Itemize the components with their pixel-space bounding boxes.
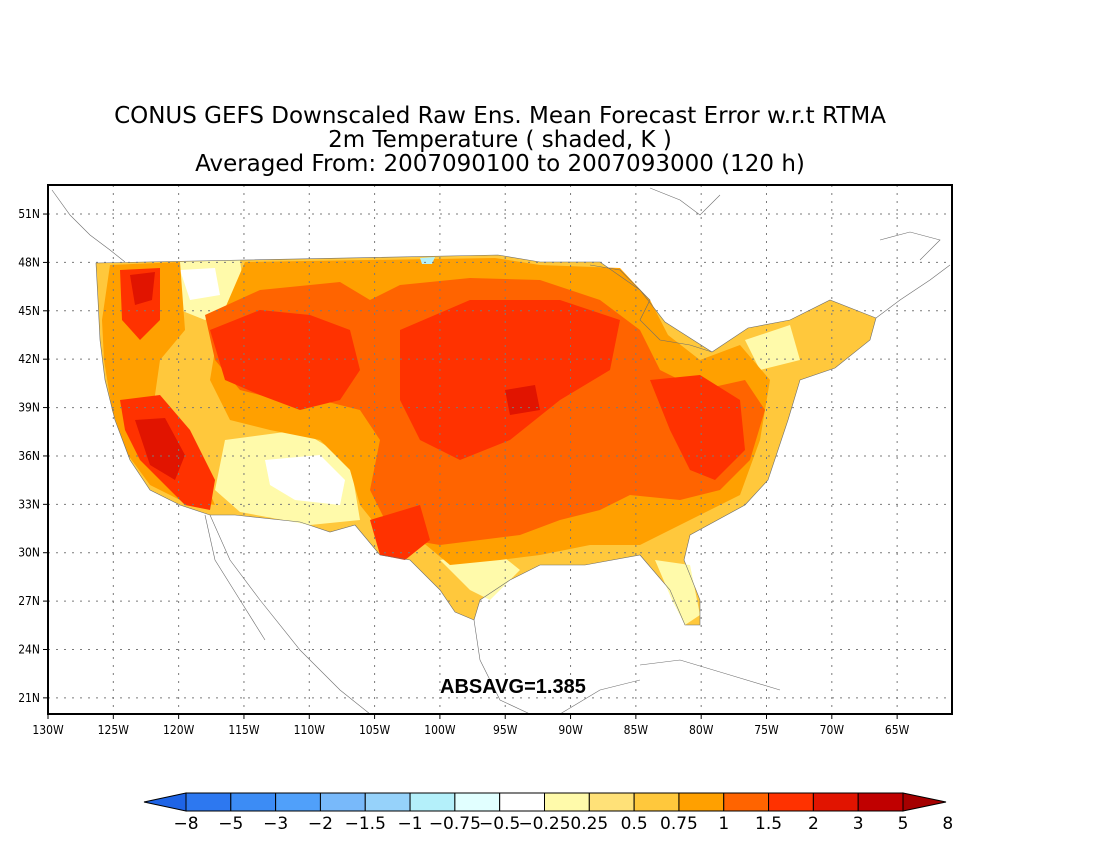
lat-tick-label: 39N — [18, 401, 40, 415]
title-line-1: CONUS GEFS Downscaled Raw Ens. Mean Fore… — [114, 103, 886, 129]
lat-tick-label: 27N — [18, 594, 40, 608]
latitude-labels: 51N 48N 45N 42N 39N 36N 33N 30N 27N 24N 21N — [18, 207, 40, 705]
lon-tick-label: 65W — [885, 723, 910, 737]
colorbar-box — [185, 792, 232, 812]
lat-tick-label: 21N — [18, 691, 40, 705]
lon-tick-label: 120W — [163, 723, 195, 737]
white-southwest — [265, 455, 345, 505]
lon-tick-label: 75W — [754, 723, 779, 737]
title-line-2: 2m Temperature ( shaded, K ) — [328, 127, 672, 153]
longitude-labels: 130W 125W 120W 115W 110W 105W 100W 95W 90W 85W 80W… — [32, 723, 909, 737]
baja-peninsula — [204, 514, 266, 641]
colorbar-box — [678, 792, 725, 812]
nearzero-newengland — [745, 325, 800, 370]
light-blue-speck-1 — [420, 257, 435, 264]
canada-west-coast — [51, 189, 126, 263]
colorbar-label: −3 — [263, 814, 288, 834]
yucatan — [559, 679, 641, 714]
colorbar-box — [230, 792, 277, 812]
colorbar-label: 8 — [942, 814, 953, 834]
great-lakes — [589, 264, 713, 353]
colorbar-label: 0.5 — [621, 814, 648, 834]
colorbar-label: 1 — [718, 814, 729, 834]
mexico-gulf-coast — [473, 619, 531, 714]
colorbar-label: 2 — [808, 814, 819, 834]
colorbar-box — [588, 792, 635, 812]
colorbar-box — [454, 792, 501, 812]
colorbar — [143, 792, 947, 812]
colorbar-box — [768, 792, 814, 812]
lon-tick-label: 110W — [294, 723, 326, 737]
lat-tick-label: 36N — [18, 449, 40, 463]
title-line-3: Averaged From: 2007090100 to 2007093000 … — [195, 151, 805, 177]
mexico-west-coast — [209, 514, 371, 714]
deepred-central-california — [135, 418, 185, 480]
deepred-washington — [130, 272, 155, 305]
coastlines — [51, 187, 951, 714]
colorbar-label: −8 — [173, 814, 198, 834]
colorbar-label: −5 — [218, 814, 243, 834]
lon-tick-label: 115W — [228, 723, 260, 737]
lat-tick-label: 45N — [18, 304, 40, 318]
red-texas — [370, 505, 430, 560]
lon-tick-label: 130W — [32, 723, 64, 737]
red-northern-rockies — [210, 310, 360, 410]
lat-tick-label: 33N — [18, 497, 40, 511]
colorbar-label: 0.75 — [660, 814, 698, 834]
colorbar-label: −2 — [308, 814, 333, 834]
hudson-region — [649, 187, 721, 216]
lon-tick-label: 90W — [558, 723, 583, 737]
grid-lines — [48, 185, 952, 714]
lon-tick-label: 125W — [98, 723, 130, 737]
cuba — [639, 659, 781, 691]
absavg-label: ABSAVG=1.385 — [440, 676, 586, 698]
red-ohio-valley — [650, 375, 745, 480]
white-northwest — [180, 268, 220, 300]
colorbar-label: 1.5 — [755, 814, 782, 834]
map-frame — [47, 184, 953, 715]
shaded-error-field — [96, 255, 876, 625]
colorbar-box — [633, 792, 680, 812]
lat-tick-label: 48N — [18, 255, 40, 269]
lon-tick-label: 105W — [359, 723, 391, 737]
newfoundland — [879, 231, 941, 261]
colorbar-box — [723, 792, 770, 812]
nearzero-florida — [655, 560, 700, 625]
colorbar-label: −1 — [398, 814, 423, 834]
colorbar-label: 5 — [898, 814, 909, 834]
colorbar-box — [319, 792, 366, 812]
lat-tick-label: 24N — [18, 642, 40, 656]
lon-tick-label: 85W — [624, 723, 649, 737]
colorbar-box — [364, 792, 411, 812]
us-outline — [95, 254, 877, 626]
colorbar-label: 3 — [853, 814, 864, 834]
lat-tick-label: 30N — [18, 546, 40, 560]
lon-tick-label: 70W — [820, 723, 845, 737]
colorbar-box — [544, 792, 590, 812]
colorbar-left-arrow — [143, 792, 187, 812]
colorbar-label: −0.25 — [518, 814, 570, 834]
colorbar-label: −0.5 — [479, 814, 520, 834]
lon-tick-label: 100W — [424, 723, 456, 737]
colorbar-box — [499, 792, 545, 812]
lat-tick-label: 51N — [18, 207, 40, 221]
colorbar-label: −0.75 — [429, 814, 481, 834]
deepred-kansas — [505, 385, 540, 415]
canada-east-coast — [875, 264, 951, 319]
colorbar-box — [812, 792, 859, 812]
red-plains — [400, 300, 620, 460]
axis-ticks — [43, 213, 898, 719]
colorbar-box — [857, 792, 904, 812]
colorbar-right-arrow — [902, 792, 947, 812]
colorbar-box — [409, 792, 456, 812]
colorbar-labels: −8 −5 −3 −2 −1.5 −1 −0.75−0.5−0.25 0.25 0.5 0.75 1… — [173, 814, 953, 834]
colorbar-label: −1.5 — [345, 814, 386, 834]
lon-tick-label: 80W — [689, 723, 714, 737]
lon-tick-label: 95W — [493, 723, 518, 737]
colorbar-box — [275, 792, 321, 812]
lat-tick-label: 42N — [18, 352, 40, 366]
colorbar-label: 0.25 — [570, 814, 608, 834]
